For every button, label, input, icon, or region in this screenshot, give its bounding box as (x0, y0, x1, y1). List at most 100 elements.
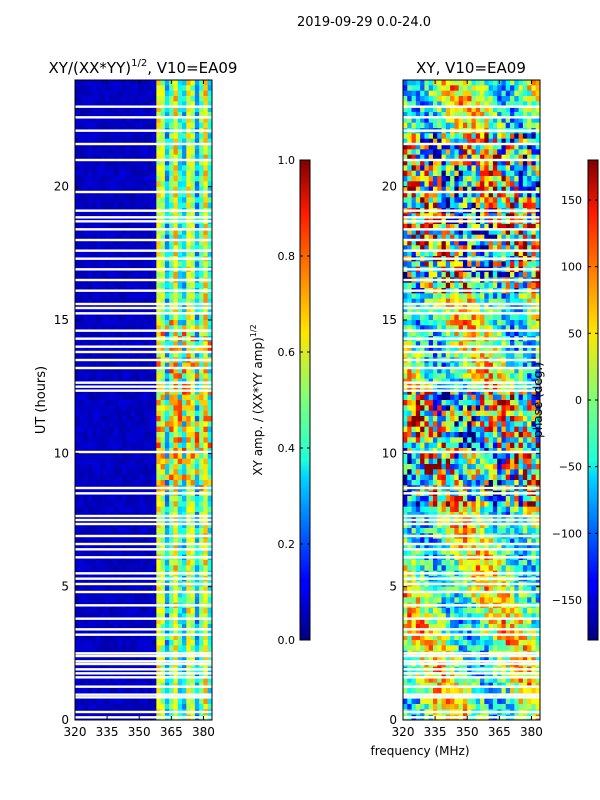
heatmap-cell (207, 469, 212, 476)
heatmap-cell (207, 352, 212, 358)
heatmap-cell (156, 501, 162, 508)
heatmap-cell (488, 154, 494, 161)
heatmap-cell (173, 117, 179, 124)
heatmap-cell (488, 160, 494, 166)
heatmap-cell (514, 112, 519, 118)
heatmap-cell (117, 330, 123, 337)
heatmap-cell (182, 565, 187, 572)
heatmap-cell (207, 362, 212, 369)
heatmap-cell (134, 192, 140, 198)
heatmap-cell (403, 197, 408, 204)
heatmap-cell (113, 528, 119, 534)
heatmap-cell (514, 138, 519, 145)
heatmap-cell (156, 112, 162, 118)
heatmap-cell (432, 250, 438, 257)
heatmap-cell (160, 186, 166, 193)
heatmap-cell (87, 453, 93, 460)
heatmap-cell (143, 469, 149, 476)
heatmap-cell (83, 618, 89, 625)
heatmap-cell (87, 613, 93, 620)
heatmap-cell (96, 458, 102, 465)
heatmap-cell (152, 522, 157, 529)
heatmap-cell (134, 234, 140, 241)
heatmap-cell (186, 677, 191, 684)
heatmap-cell (104, 506, 110, 513)
heatmap-cell (186, 165, 191, 172)
heatmap-cell (164, 229, 170, 236)
heatmap-cell (203, 346, 209, 353)
heatmap-cell (182, 592, 187, 598)
heatmap-cell (152, 176, 157, 182)
heatmap-cell (79, 106, 84, 113)
heatmap-cell (182, 250, 187, 257)
heatmap-cell (122, 597, 127, 604)
heatmap-cell (83, 640, 89, 646)
heatmap-cell (160, 629, 166, 636)
heatmap-cell (126, 480, 132, 486)
heatmap-cell (143, 421, 149, 428)
heatmap-cell (96, 421, 102, 428)
left-panel-title-main: XY/(XX*YY) (49, 59, 132, 77)
heatmap-cell (203, 202, 209, 209)
heatmap-cell (199, 373, 204, 380)
heatmap-cell (96, 597, 102, 604)
heatmap-cell (505, 85, 511, 92)
heatmap-cell (130, 298, 136, 305)
heatmap-cell (411, 122, 417, 129)
heatmap-cell (164, 298, 170, 305)
heatmap-cell (194, 698, 200, 705)
heatmap-cell (182, 624, 187, 630)
heatmap-cell (92, 176, 97, 182)
heatmap-cell (83, 698, 89, 705)
heatmap-cell (169, 261, 174, 268)
heatmap-cell (510, 197, 515, 204)
heatmap-cell (437, 117, 442, 124)
heatmap-cell (117, 85, 123, 92)
heatmap-cell (164, 437, 170, 444)
heatmap-cell (415, 197, 421, 204)
heatmap-cell (432, 176, 438, 182)
heatmap-cell (156, 330, 162, 337)
flagged-row (75, 216, 212, 219)
heatmap-cell (492, 96, 498, 102)
heatmap-cell (182, 432, 187, 438)
heatmap-cell (130, 640, 136, 646)
heatmap-cell (79, 80, 84, 86)
heatmap-cell (147, 426, 153, 433)
heatmap-cell (147, 688, 153, 694)
heatmap-cell (186, 96, 191, 102)
heatmap-cell (177, 250, 183, 257)
heatmap-cell (139, 202, 144, 209)
heatmap-cell (126, 154, 132, 161)
heatmap-cell (83, 624, 89, 630)
heatmap-cell (92, 474, 97, 481)
heatmap-cell (130, 272, 136, 278)
heatmap-cell (139, 192, 144, 198)
heatmap-cell (83, 368, 89, 374)
heatmap-cell (160, 640, 166, 646)
heatmap-cell (458, 144, 464, 150)
heatmap-cell (139, 618, 144, 625)
heatmap-cell (531, 96, 537, 102)
heatmap-cell (488, 165, 494, 172)
heatmap-cell (79, 149, 84, 156)
heatmap-cell (462, 229, 468, 236)
heatmap-cell (92, 80, 97, 86)
heatmap-cell (199, 192, 204, 198)
heatmap-cell (164, 405, 170, 412)
heatmap-cell (160, 506, 166, 513)
heatmap-cell (484, 181, 490, 188)
heatmap-cell (79, 240, 84, 246)
heatmap-cell (104, 330, 110, 337)
heatmap-cell (467, 138, 472, 145)
heatmap-cell (79, 224, 84, 230)
heatmap-cell (87, 442, 93, 449)
heatmap-cell (203, 389, 209, 396)
heatmap-cell (109, 400, 114, 406)
heatmap-cell (462, 186, 468, 193)
heatmap-cell (79, 634, 84, 641)
heatmap-cell (134, 432, 140, 438)
heatmap-cell (169, 426, 174, 433)
heatmap-cell (139, 186, 144, 193)
heatmap-cell (190, 341, 196, 348)
